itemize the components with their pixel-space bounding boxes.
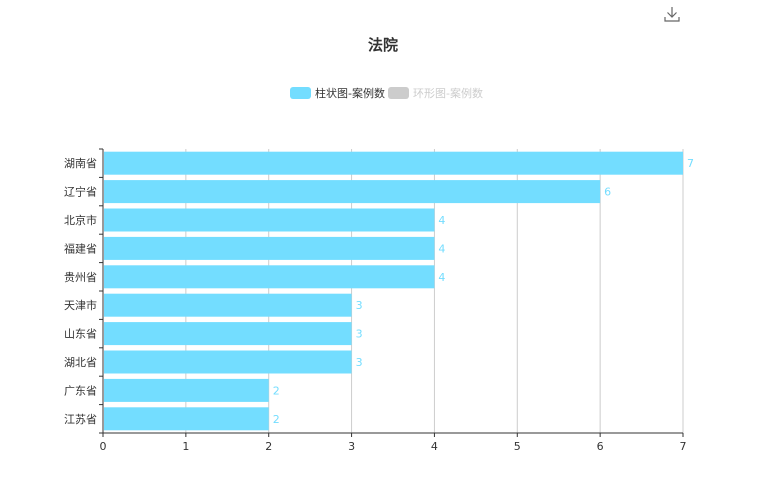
data-label: 3 bbox=[356, 299, 363, 312]
x-tick-label: 5 bbox=[514, 440, 521, 453]
y-tick-label: 广东省 bbox=[64, 384, 97, 397]
data-label: 3 bbox=[356, 356, 363, 369]
y-tick-label: 辽宁省 bbox=[64, 185, 97, 199]
y-tick-label: 贵州省 bbox=[64, 271, 97, 284]
y-tick-label: 北京市 bbox=[64, 213, 97, 227]
bar[interactable] bbox=[104, 151, 683, 175]
y-tick-label: 天津市 bbox=[64, 298, 97, 312]
legend-label: 环形图-案例数 bbox=[413, 86, 483, 100]
data-label: 6 bbox=[604, 186, 611, 199]
bar[interactable] bbox=[104, 293, 352, 317]
x-tick-label: 4 bbox=[431, 440, 438, 453]
bar[interactable] bbox=[104, 236, 435, 260]
legend: 柱状图-案例数 环形图-案例数 bbox=[290, 86, 483, 100]
legend-label: 柱状图-案例数 bbox=[315, 86, 385, 100]
chart-title: 法院 bbox=[368, 36, 398, 54]
legend-swatch bbox=[388, 87, 409, 99]
data-label: 4 bbox=[438, 271, 445, 284]
bars: 7 6 4 4 4 3 3 3 2 2 bbox=[104, 151, 694, 431]
bar[interactable] bbox=[104, 350, 352, 374]
bar[interactable] bbox=[104, 208, 435, 232]
download-icon[interactable] bbox=[664, 6, 680, 22]
x-tick-label: 0 bbox=[100, 440, 107, 453]
bar[interactable] bbox=[104, 407, 269, 431]
bar[interactable] bbox=[104, 378, 269, 402]
x-tick-label: 1 bbox=[182, 440, 189, 453]
y-tick-label: 山东省 bbox=[64, 328, 97, 341]
x-tick-label: 7 bbox=[680, 440, 687, 453]
bar[interactable] bbox=[104, 180, 601, 204]
x-tick-label: 6 bbox=[597, 440, 604, 453]
x-tick-label: 2 bbox=[265, 440, 272, 453]
data-label: 2 bbox=[273, 413, 280, 426]
y-tick-label: 江苏省 bbox=[64, 413, 97, 426]
y-tick-label: 湖北省 bbox=[64, 356, 97, 369]
legend-item-2[interactable]: 环形图-案例数 bbox=[388, 86, 483, 100]
legend-item-1[interactable]: 柱状图-案例数 bbox=[290, 86, 385, 100]
y-tick-label: 湖南省 bbox=[64, 157, 97, 170]
data-label: 3 bbox=[356, 328, 363, 341]
bar[interactable] bbox=[104, 322, 352, 346]
legend-swatch bbox=[290, 87, 311, 99]
data-label: 4 bbox=[438, 242, 445, 255]
data-label: 7 bbox=[687, 157, 694, 170]
data-label: 2 bbox=[273, 384, 280, 397]
y-tick-label: 福建省 bbox=[64, 241, 97, 255]
bar[interactable] bbox=[104, 265, 435, 289]
data-label: 4 bbox=[438, 214, 445, 227]
x-tick-label: 3 bbox=[348, 440, 355, 453]
